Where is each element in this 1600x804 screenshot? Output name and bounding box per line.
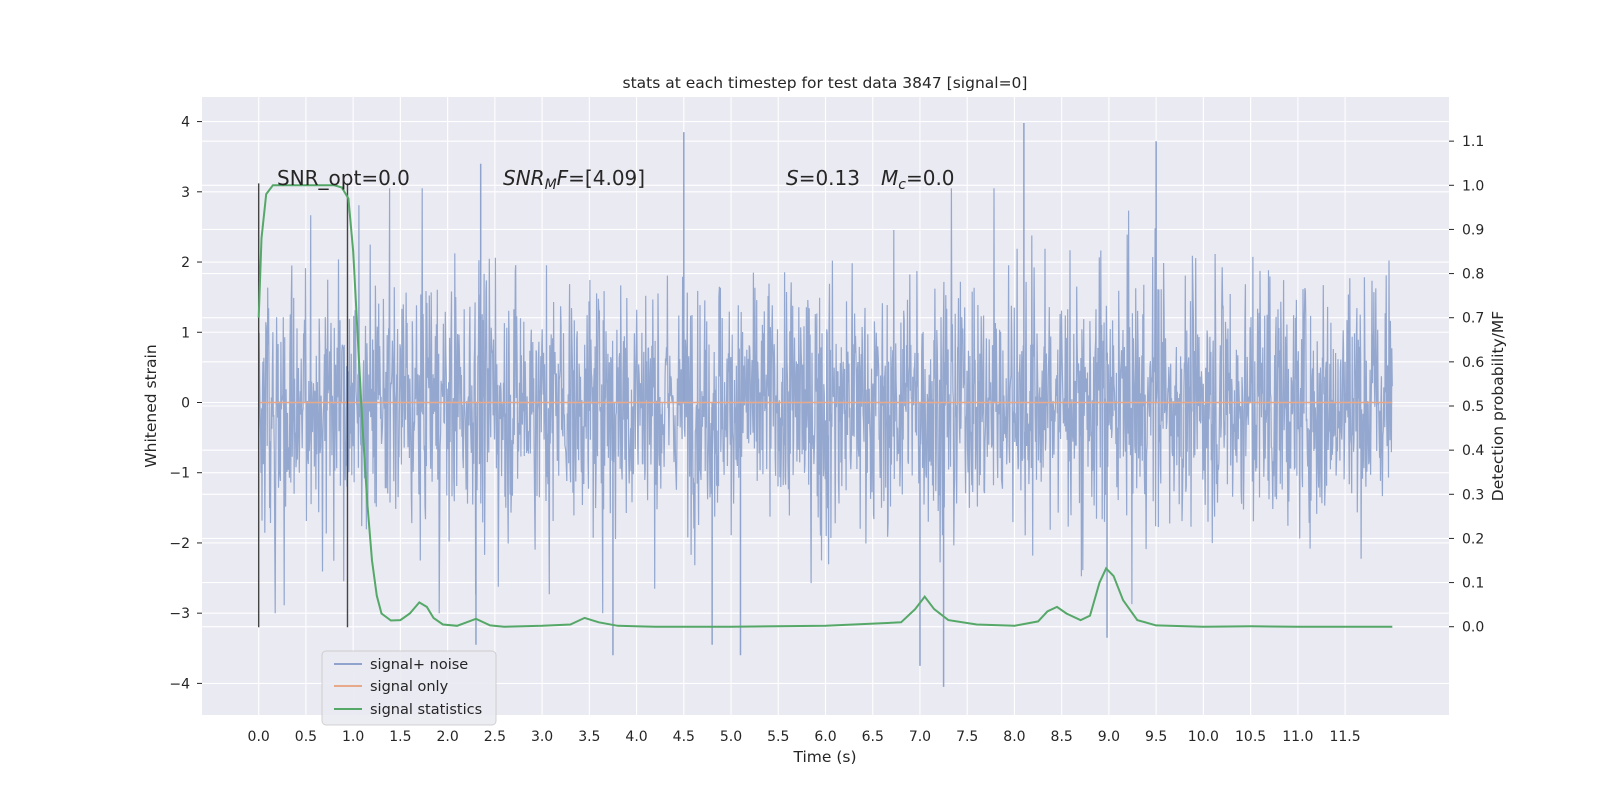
legend-label-stats: signal statistics: [370, 702, 482, 718]
y-tick-labels: 4 3 2 1 0 −1 −2 −3 −4: [169, 115, 202, 692]
x-tick-label: 7.0: [909, 729, 931, 745]
x-axis-label: Time (s): [792, 748, 856, 766]
annotation-snr-mf: SNRMF=[4.09]: [503, 166, 645, 193]
y-tick-label: 3: [181, 185, 190, 201]
y-tick-label: −1: [169, 466, 190, 482]
y-right-tick-label: 0.4: [1462, 443, 1484, 459]
x-tick-label: 8.0: [1003, 729, 1025, 745]
vertical-markers: [257, 183, 349, 628]
y-tick-label: 2: [181, 255, 190, 271]
annotation-mc-name: M: [881, 166, 898, 190]
x-tick-label: 11.5: [1329, 729, 1360, 745]
annotation-snr-mf-name: SNR: [503, 166, 545, 190]
annotation-mc: Mc=0.0: [881, 166, 955, 193]
y-right-axis-label: Detection probability/MF: [1489, 311, 1507, 502]
annotation-snr-mf-f: F: [557, 166, 569, 190]
x-tick-label: 5.5: [767, 729, 789, 745]
y-right-tick-label: 0.9: [1462, 222, 1484, 238]
y-tick-label: 1: [181, 325, 190, 341]
x-tick-label: 1.5: [389, 729, 411, 745]
x-tick-label: 9.5: [1145, 729, 1167, 745]
y-tick-label: 0: [181, 395, 190, 411]
x-tick-label: 10.0: [1188, 729, 1219, 745]
y-right-tick-label: 0.7: [1462, 311, 1484, 327]
y-right-tick-label: 0.3: [1462, 487, 1484, 503]
x-tick-label: 6.0: [814, 729, 836, 745]
x-tick-label: 4.0: [625, 729, 647, 745]
y-right-tick-label: 0.5: [1462, 399, 1484, 415]
signal-plus-noise-line: [258, 188, 1393, 614]
y-tick-label: 4: [181, 115, 190, 131]
y-tick-label: −3: [169, 606, 190, 622]
chart-title: stats at each timestep for test data 384…: [623, 74, 1028, 92]
annotation-s: S=0.13: [786, 166, 860, 190]
legend-label-noise: signal+ noise: [370, 657, 468, 673]
x-tick-label: 0.0: [248, 729, 270, 745]
y-tick-label: −4: [169, 676, 190, 692]
y-right-tick-label: 0.6: [1462, 355, 1484, 371]
y-axis-label: Whitened strain: [142, 344, 160, 467]
legend-label-signal: signal only: [370, 679, 449, 695]
y-right-tick-label: 1.0: [1462, 178, 1484, 194]
x-tick-label: 2.5: [484, 729, 506, 745]
x-tick-label: 9.0: [1098, 729, 1120, 745]
y-right-tick-label: 0.8: [1462, 267, 1484, 283]
x-tick-label: 0.5: [295, 729, 317, 745]
x-tick-label: 4.5: [673, 729, 695, 745]
annotation-snr-mf-value: =[4.09]: [568, 166, 645, 190]
x-tick-label: 6.5: [862, 729, 884, 745]
y-right-tick-label: 0.1: [1462, 576, 1484, 592]
y-right-tick-label: 0.0: [1462, 620, 1484, 636]
signal-statistics-series: [257, 184, 1393, 628]
y-right-tick-labels: 1.1 1.0 0.9 0.8 0.7 0.6 0.5 0.4 0.3 0.2 0.1 0.0: [1449, 134, 1484, 636]
x-tick-label: 5.0: [720, 729, 742, 745]
signal-plus-noise-series: [258, 122, 1393, 687]
signal-statistics-line: [257, 184, 1393, 628]
annotation-snr-mf-sub: M: [545, 177, 557, 193]
annotation-mc-value: =0.0: [906, 166, 955, 190]
y-tick-label: −2: [169, 536, 190, 552]
x-tick-label: 3.0: [531, 729, 553, 745]
y-right-tick-label: 0.2: [1462, 531, 1484, 547]
x-tick-label: 1.0: [342, 729, 364, 745]
x-tick-labels: 0.0 0.5 1.0 1.5 2.0 2.5 3.0 3.5 4.0 4.5 5.0 5.5 6.0 6…: [248, 729, 1361, 745]
annotation-s-value: =0.13: [799, 166, 860, 190]
legend: signal+ noise signal only signal statist…: [321, 650, 497, 726]
x-tick-label: 7.5: [956, 729, 978, 745]
annotation-snr-opt: SNR_opt=0.0: [277, 166, 410, 190]
x-tick-label: 11.0: [1282, 729, 1313, 745]
annotation-mc-sub: c: [898, 177, 906, 193]
annotation-s-name: S: [786, 166, 799, 190]
y-right-tick-label: 1.1: [1462, 134, 1484, 150]
x-tick-label: 8.5: [1051, 729, 1073, 745]
x-tick-label: 2.0: [436, 729, 458, 745]
x-tick-label: 10.5: [1235, 729, 1266, 745]
legend-box: [321, 650, 497, 726]
annotation-snr-mf-tail: F=[4.09]: [557, 166, 645, 190]
x-tick-label: 3.5: [578, 729, 600, 745]
